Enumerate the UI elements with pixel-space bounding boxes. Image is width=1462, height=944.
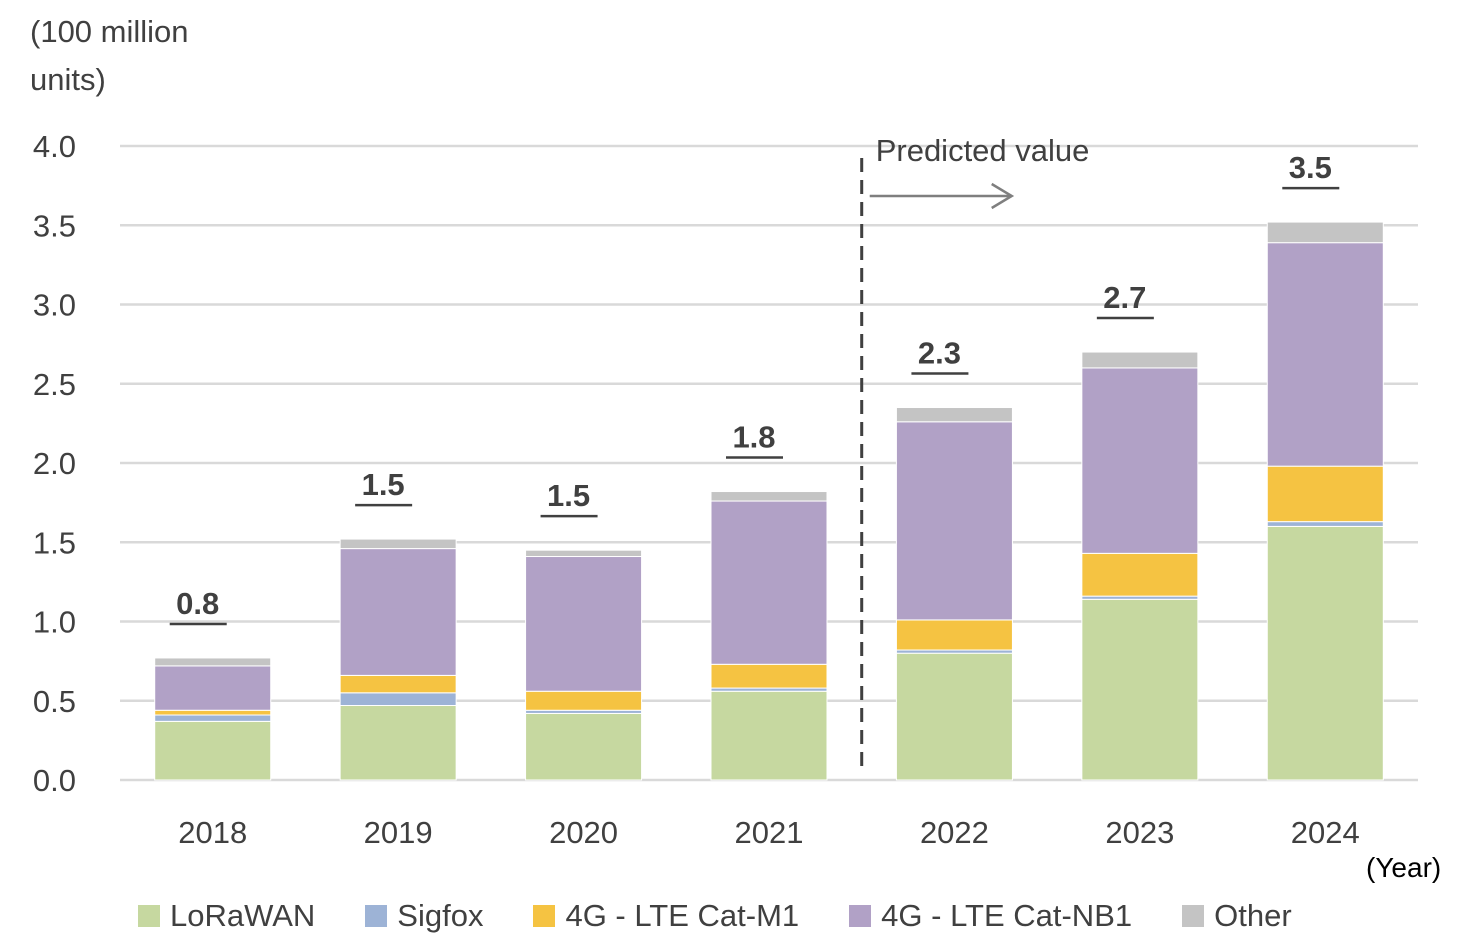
y-tick-label: 1.5 — [33, 525, 76, 560]
legend-item: 4G - LTE Cat-M1 — [533, 898, 799, 934]
legend-swatch — [1182, 905, 1205, 927]
bar-segment-sigfox-2018 — [154, 714, 272, 722]
bar-segment-lorawan-2021 — [710, 690, 828, 781]
legend-item: LoRaWAN — [138, 898, 315, 934]
bar-segment-lorawan-2018 — [154, 720, 272, 781]
legend-item: Sigfox — [365, 898, 483, 934]
bar-segment-4g-lte-cat-nb1-2021 — [710, 500, 828, 665]
bar-segment-4g-lte-cat-m1-2021 — [710, 663, 828, 689]
x-tick-label: 2020 — [549, 815, 618, 850]
bar-segment-other-2021 — [710, 491, 828, 502]
bar-segment-other-2023 — [1081, 351, 1199, 369]
predicted-value-annotation: Predicted value — [876, 133, 1090, 168]
y-tick-label: 4.0 — [33, 129, 76, 164]
bar-segment-4g-lte-cat-m1-2018 — [154, 709, 272, 716]
bar-segment-sigfox-2019 — [339, 692, 457, 707]
y-tick-label: 0.0 — [33, 763, 76, 798]
bar-segment-4g-lte-cat-m1-2024 — [1266, 465, 1384, 523]
legend-item: Other — [1182, 898, 1292, 934]
y-tick-label: 0.5 — [33, 684, 76, 719]
legend-swatch — [138, 905, 160, 927]
bar-segment-4g-lte-cat-nb1-2023 — [1081, 367, 1199, 554]
x-tick-label: 2023 — [1105, 815, 1174, 850]
legend-label: LoRaWAN — [170, 898, 316, 933]
bar-segment-4g-lte-cat-nb1-2019 — [339, 548, 457, 676]
legend-label: Other — [1214, 898, 1292, 933]
bar-segment-4g-lte-cat-m1-2022 — [895, 619, 1013, 651]
bar-segment-4g-lte-cat-nb1-2020 — [525, 556, 643, 692]
bar-segment-lorawan-2022 — [895, 652, 1013, 781]
bar-segment-lorawan-2023 — [1081, 598, 1199, 781]
y-tick-label: 2.0 — [33, 446, 76, 481]
bar-segment-4g-lte-cat-m1-2023 — [1081, 552, 1199, 597]
x-tick-label: 2019 — [364, 815, 433, 850]
bar-segment-other-2024 — [1266, 221, 1384, 244]
x-tick-labels: 2018 2019 2020 2021 2022 2023 2024 — [178, 815, 1360, 850]
legend-swatch — [365, 905, 388, 927]
bar-segment-4g-lte-cat-m1-2020 — [525, 690, 643, 711]
bar-segment-4g-lte-cat-m1-2019 — [339, 674, 457, 694]
prediction-arrow — [869, 182, 1015, 210]
bar-segment-4g-lte-cat-nb1-2024 — [1266, 242, 1384, 467]
bar-segment-other-2022 — [895, 407, 1013, 423]
total-label: 2.3 — [918, 336, 961, 371]
x-axis-unit-label: (Year) — [1366, 852, 1442, 883]
y-tick-labels: 0.0 0.5 1.0 1.5 2.0 2.5 3.0 3.5 4.0 — [33, 129, 76, 798]
total-label: 1.8 — [732, 420, 775, 455]
legend-item: 4G - LTE Cat-NB1 — [849, 898, 1132, 934]
total-label: 0.8 — [176, 586, 219, 621]
legend-label: Sigfox — [397, 898, 484, 933]
y-tick-label: 3.0 — [33, 288, 76, 323]
bar-segment-lorawan-2019 — [339, 705, 457, 781]
bar-segment-other-2019 — [339, 538, 457, 550]
bars — [154, 221, 1384, 781]
bar-segment-lorawan-2020 — [525, 712, 643, 781]
y-tick-label: 1.0 — [33, 605, 76, 640]
total-label: 1.5 — [362, 467, 405, 502]
total-label: 1.5 — [547, 478, 590, 513]
total-labels: 0.8 1.5 1.5 1.8 2.3 2.7 3.5 — [169, 150, 1340, 626]
y-tick-label: 2.5 — [33, 367, 76, 402]
total-label: 3.5 — [1289, 150, 1332, 185]
bar-segment-4g-lte-cat-nb1-2022 — [895, 421, 1013, 621]
legend-label: 4G - LTE Cat-M1 — [565, 898, 800, 933]
legend-swatch — [849, 905, 872, 927]
x-tick-label: 2024 — [1291, 815, 1360, 850]
bar-segment-sigfox-2024 — [1266, 521, 1384, 527]
gridlines — [120, 144, 1418, 782]
bar-segment-4g-lte-cat-nb1-2018 — [154, 665, 272, 711]
legend: LoRaWAN Sigfox 4G - LTE Cat-M1 4G - LTE Cat… — [138, 893, 1342, 939]
x-tick-label: 2018 — [178, 815, 247, 850]
bar-segment-other-2020 — [525, 549, 643, 558]
legend-swatch — [533, 905, 556, 927]
total-label: 2.7 — [1103, 280, 1146, 315]
legend-label: 4G - LTE Cat-NB1 — [881, 898, 1133, 933]
y-tick-label: 3.5 — [33, 208, 76, 243]
x-tick-label: 2022 — [920, 815, 989, 850]
y-axis-unit-label: (100 million units) — [30, 14, 189, 97]
arrow-head — [991, 182, 1015, 210]
x-tick-label: 2021 — [735, 815, 804, 850]
bar-segment-lorawan-2024 — [1266, 525, 1384, 781]
bar-segment-other-2018 — [154, 657, 272, 667]
